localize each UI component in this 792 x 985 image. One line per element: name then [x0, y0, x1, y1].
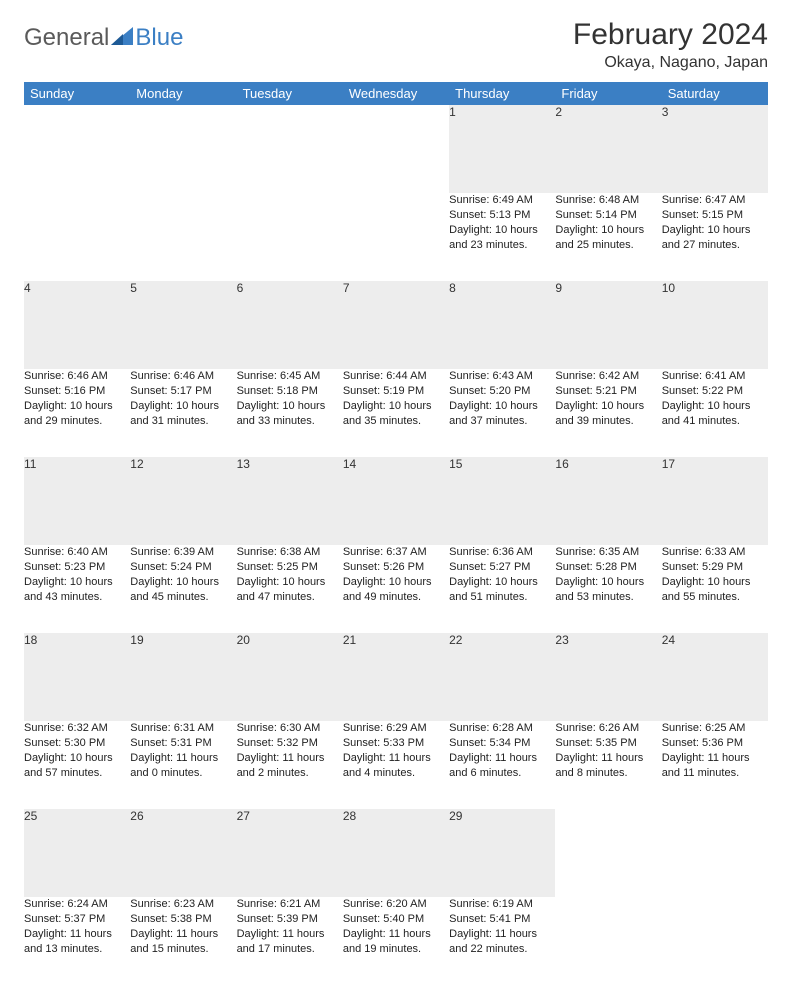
- day-number: 16: [555, 457, 661, 545]
- day-number: 2: [555, 105, 661, 193]
- day-detail: Sunrise: 6:40 AMSunset: 5:23 PMDaylight:…: [24, 545, 130, 633]
- day-detail-row: Sunrise: 6:49 AMSunset: 5:13 PMDaylight:…: [24, 193, 768, 281]
- empty-cell: [555, 897, 661, 985]
- day-number: 22: [449, 633, 555, 721]
- month-title: February 2024: [573, 18, 768, 52]
- logo-text-general: General: [24, 24, 109, 52]
- header: General Blue February 2024 Okaya, Nagano…: [24, 18, 768, 72]
- day-number: 10: [662, 281, 768, 369]
- day-number: 1: [449, 105, 555, 193]
- day-detail: Sunrise: 6:47 AMSunset: 5:15 PMDaylight:…: [662, 193, 768, 281]
- day-number: 19: [130, 633, 236, 721]
- day-number: 29: [449, 809, 555, 897]
- day-number-row: 11121314151617: [24, 457, 768, 545]
- day-number: 27: [237, 809, 343, 897]
- day-number: 5: [130, 281, 236, 369]
- day-detail: Sunrise: 6:21 AMSunset: 5:39 PMDaylight:…: [237, 897, 343, 985]
- day-number: 13: [237, 457, 343, 545]
- empty-cell: [343, 193, 449, 281]
- day-detail-row: Sunrise: 6:32 AMSunset: 5:30 PMDaylight:…: [24, 721, 768, 809]
- day-detail: Sunrise: 6:49 AMSunset: 5:13 PMDaylight:…: [449, 193, 555, 281]
- day-detail: Sunrise: 6:29 AMSunset: 5:33 PMDaylight:…: [343, 721, 449, 809]
- day-detail: Sunrise: 6:26 AMSunset: 5:35 PMDaylight:…: [555, 721, 661, 809]
- empty-cell: [662, 809, 768, 897]
- day-number: 8: [449, 281, 555, 369]
- day-number: 18: [24, 633, 130, 721]
- empty-cell: [237, 105, 343, 193]
- location: Okaya, Nagano, Japan: [573, 54, 768, 72]
- day-header: Thursday: [449, 82, 555, 105]
- day-number-row: 18192021222324: [24, 633, 768, 721]
- empty-cell: [555, 809, 661, 897]
- day-number: 7: [343, 281, 449, 369]
- day-number: 21: [343, 633, 449, 721]
- day-number: 3: [662, 105, 768, 193]
- day-number: 12: [130, 457, 236, 545]
- day-detail: Sunrise: 6:39 AMSunset: 5:24 PMDaylight:…: [130, 545, 236, 633]
- day-header: Saturday: [662, 82, 768, 105]
- day-detail: Sunrise: 6:36 AMSunset: 5:27 PMDaylight:…: [449, 545, 555, 633]
- day-detail: Sunrise: 6:28 AMSunset: 5:34 PMDaylight:…: [449, 721, 555, 809]
- day-detail: Sunrise: 6:45 AMSunset: 5:18 PMDaylight:…: [237, 369, 343, 457]
- day-number-row: 45678910: [24, 281, 768, 369]
- day-header: Friday: [555, 82, 661, 105]
- empty-cell: [130, 105, 236, 193]
- day-detail: Sunrise: 6:23 AMSunset: 5:38 PMDaylight:…: [130, 897, 236, 985]
- day-detail: Sunrise: 6:38 AMSunset: 5:25 PMDaylight:…: [237, 545, 343, 633]
- day-detail: Sunrise: 6:19 AMSunset: 5:41 PMDaylight:…: [449, 897, 555, 985]
- day-detail: Sunrise: 6:44 AMSunset: 5:19 PMDaylight:…: [343, 369, 449, 457]
- day-detail: Sunrise: 6:33 AMSunset: 5:29 PMDaylight:…: [662, 545, 768, 633]
- day-number: 4: [24, 281, 130, 369]
- day-number: 20: [237, 633, 343, 721]
- day-detail: Sunrise: 6:37 AMSunset: 5:26 PMDaylight:…: [343, 545, 449, 633]
- day-number: 28: [343, 809, 449, 897]
- day-detail: Sunrise: 6:20 AMSunset: 5:40 PMDaylight:…: [343, 897, 449, 985]
- empty-cell: [237, 193, 343, 281]
- day-number: 17: [662, 457, 768, 545]
- day-detail: Sunrise: 6:48 AMSunset: 5:14 PMDaylight:…: [555, 193, 661, 281]
- day-detail: Sunrise: 6:25 AMSunset: 5:36 PMDaylight:…: [662, 721, 768, 809]
- day-detail-row: Sunrise: 6:24 AMSunset: 5:37 PMDaylight:…: [24, 897, 768, 985]
- title-block: February 2024 Okaya, Nagano, Japan: [573, 18, 768, 72]
- day-detail: Sunrise: 6:42 AMSunset: 5:21 PMDaylight:…: [555, 369, 661, 457]
- day-detail: Sunrise: 6:35 AMSunset: 5:28 PMDaylight:…: [555, 545, 661, 633]
- empty-cell: [343, 105, 449, 193]
- day-detail: Sunrise: 6:32 AMSunset: 5:30 PMDaylight:…: [24, 721, 130, 809]
- day-number: 9: [555, 281, 661, 369]
- day-detail: Sunrise: 6:46 AMSunset: 5:17 PMDaylight:…: [130, 369, 236, 457]
- logo: General Blue: [24, 24, 183, 52]
- empty-cell: [662, 897, 768, 985]
- day-number: 24: [662, 633, 768, 721]
- empty-cell: [24, 193, 130, 281]
- logo-triangle-icon: [111, 27, 133, 50]
- day-detail: Sunrise: 6:30 AMSunset: 5:32 PMDaylight:…: [237, 721, 343, 809]
- day-header: Monday: [130, 82, 236, 105]
- day-detail: Sunrise: 6:31 AMSunset: 5:31 PMDaylight:…: [130, 721, 236, 809]
- day-detail-row: Sunrise: 6:40 AMSunset: 5:23 PMDaylight:…: [24, 545, 768, 633]
- day-number: 23: [555, 633, 661, 721]
- day-number-row: 123: [24, 105, 768, 193]
- empty-cell: [24, 105, 130, 193]
- day-number: 15: [449, 457, 555, 545]
- day-number-row: 2526272829: [24, 809, 768, 897]
- day-number: 11: [24, 457, 130, 545]
- calendar-table: SundayMondayTuesdayWednesdayThursdayFrid…: [24, 82, 768, 985]
- day-detail: Sunrise: 6:41 AMSunset: 5:22 PMDaylight:…: [662, 369, 768, 457]
- day-header: Tuesday: [237, 82, 343, 105]
- day-header: Wednesday: [343, 82, 449, 105]
- day-number: 25: [24, 809, 130, 897]
- logo-text-blue: Blue: [135, 24, 183, 52]
- day-detail: Sunrise: 6:46 AMSunset: 5:16 PMDaylight:…: [24, 369, 130, 457]
- empty-cell: [130, 193, 236, 281]
- day-detail: Sunrise: 6:43 AMSunset: 5:20 PMDaylight:…: [449, 369, 555, 457]
- day-detail-row: Sunrise: 6:46 AMSunset: 5:16 PMDaylight:…: [24, 369, 768, 457]
- days-of-week-row: SundayMondayTuesdayWednesdayThursdayFrid…: [24, 82, 768, 105]
- day-header: Sunday: [24, 82, 130, 105]
- day-number: 26: [130, 809, 236, 897]
- day-number: 14: [343, 457, 449, 545]
- day-detail: Sunrise: 6:24 AMSunset: 5:37 PMDaylight:…: [24, 897, 130, 985]
- day-number: 6: [237, 281, 343, 369]
